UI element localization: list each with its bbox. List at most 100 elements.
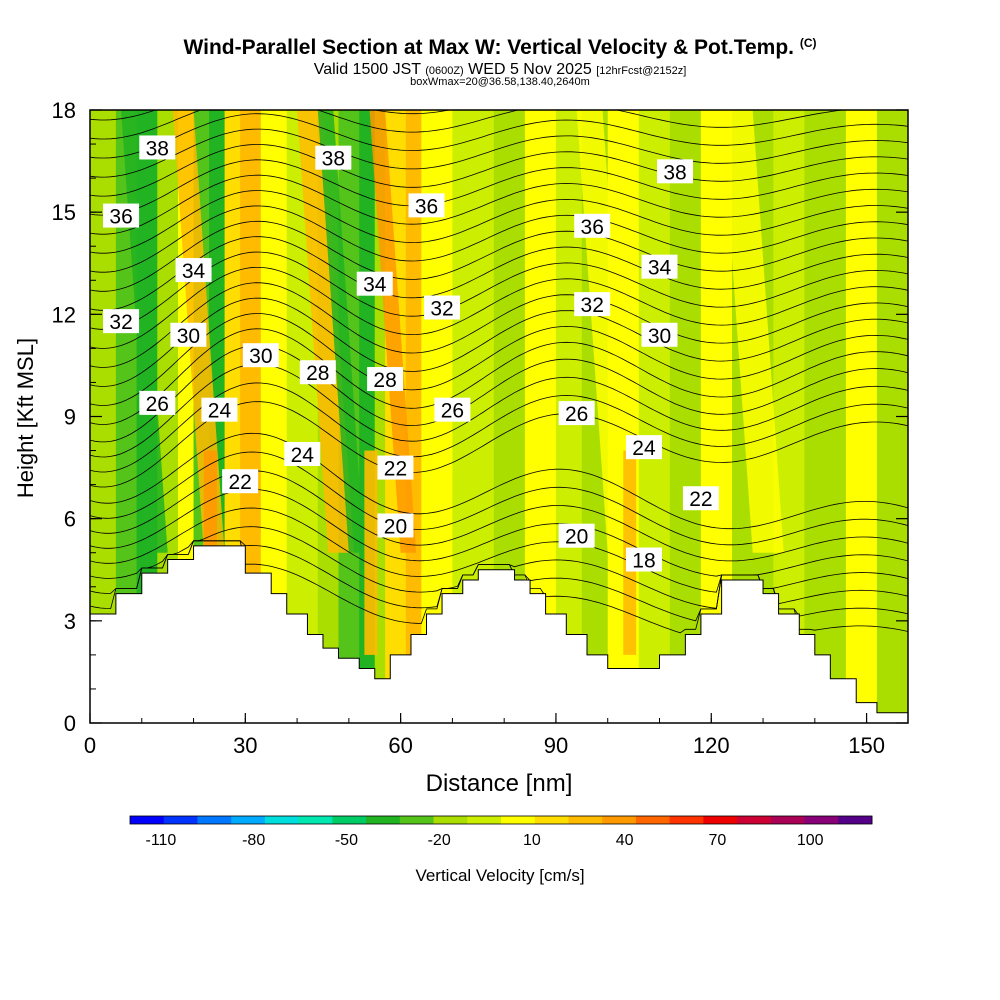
forecast-text: [12hrFcst@2152z]: [596, 65, 687, 77]
colorbar-tick-label: 10: [523, 832, 541, 849]
isentrope-label: 24: [284, 441, 321, 467]
isentrope-label-text: 30: [249, 345, 272, 368]
isentrope-label: 20: [377, 513, 414, 538]
isentrope-label-text: 20: [384, 515, 407, 538]
isentrope-label-box: [558, 401, 595, 426]
box-info: boxWmax=20@36.58,138.40,2640m: [410, 76, 590, 88]
valid-time: Valid 1500 JST (0600Z) WED 5 Nov 2025 [1…: [0, 61, 1000, 79]
colorbar-swatch: [130, 816, 165, 824]
isentrope-label-text: 34: [363, 274, 387, 297]
colorbar-swatch: [298, 816, 333, 824]
colorbar-swatch: [163, 816, 198, 824]
isentrope-line: [90, 345, 908, 443]
colorbar-swatch: [467, 816, 502, 824]
isentrope-line: [90, 220, 908, 292]
velocity-band: [669, 110, 702, 723]
isentrope-label-text: 18: [632, 550, 655, 573]
x-tick-label: 60: [388, 733, 412, 758]
y-tick-label: 18: [52, 98, 76, 123]
colorbar-swatch: [838, 816, 873, 824]
copyright-mark: (C): [799, 36, 817, 50]
isentrope-line: [90, 251, 908, 330]
isentrope-label: 34: [641, 254, 678, 280]
isentrope-label-box: [641, 322, 678, 347]
colorbar-tick-label: -50: [335, 832, 358, 849]
x-axis-label: Distance [nm]: [426, 770, 573, 797]
isentrope-label: 26: [434, 397, 471, 423]
isentrope-label: 34: [356, 271, 393, 297]
isentrope-label: 30: [242, 343, 279, 368]
y-axis-label: Height [Kft MSL]: [13, 338, 38, 498]
colorbar-swatch: [332, 816, 367, 824]
isentrope-label: 22: [222, 469, 259, 494]
y-tick-label: 6: [64, 507, 76, 532]
velocity-band: [374, 110, 386, 723]
isentrope-label-box: [367, 367, 404, 392]
x-tick-label: 90: [544, 733, 568, 758]
isentrope-label-box: [222, 469, 259, 494]
isentrope-label-box: [574, 213, 611, 238]
isentrope-line: [90, 113, 908, 159]
x-tick-label: 0: [84, 733, 96, 758]
isentrope-line: [90, 297, 908, 387]
velocity-band: [115, 110, 138, 723]
isentrope-label-text: 32: [109, 311, 132, 334]
isentrope-label-text: 38: [663, 161, 686, 184]
colorbar-swatch: [501, 816, 536, 824]
isentrope-label-box: [315, 145, 352, 170]
chart-title: Wind-Parallel Section at Max W: Vertical…: [0, 36, 1000, 60]
velocity-band: [845, 110, 878, 723]
velocity-band: [369, 110, 417, 553]
isentrope-label-box: [377, 513, 414, 538]
isentrope-label-text: 22: [689, 488, 712, 511]
isentrope-label-text: 28: [373, 369, 396, 392]
isentrope-label-box: [139, 390, 176, 415]
isentrope-label: 22: [682, 486, 719, 511]
x-tick-label: 30: [233, 733, 257, 758]
valid-main-text: Valid 1500 JST: [313, 61, 421, 78]
chart-title-text: Wind-Parallel Section at Max W: Vertical…: [183, 36, 794, 59]
isentrope-label-text: 24: [291, 444, 315, 467]
velocity-band: [638, 110, 671, 723]
colorbar-label: Vertical Velocity [cm/s]: [415, 866, 584, 885]
isentrope-label-box: [424, 295, 461, 320]
isentrope-label: 36: [103, 203, 140, 229]
colorbar-swatch: [602, 816, 637, 824]
colorbar-swatch: [399, 816, 434, 824]
isentrope-label-box: [657, 159, 694, 184]
isentrope-label-box: [558, 523, 595, 548]
isentrope-label: 26: [139, 390, 176, 416]
isentrope-label-text: 38: [146, 137, 169, 160]
colorbar: -110 -80 -50 -20 10 40 70 100: [129, 815, 873, 849]
velocity-band: [317, 110, 365, 553]
isentrope-label: 30: [170, 322, 207, 348]
isentrope-label-box: [408, 193, 445, 218]
isentrope-label-text: 38: [322, 148, 345, 171]
velocity-band: [721, 110, 784, 553]
isentrope-label-text: 28: [306, 362, 329, 385]
isentrope-line: [90, 68, 908, 101]
isentrope-label: 20: [558, 523, 595, 549]
isentrope-label: 22: [377, 455, 414, 481]
colorbar-swatch: [264, 816, 300, 824]
colorbar-swatch: [534, 816, 569, 824]
isentrope-label: 38: [315, 145, 352, 171]
isentrope-label-box: [641, 254, 678, 279]
isentrope-label: 32: [574, 292, 611, 317]
isentrope-label-box: [574, 292, 611, 317]
isentrope-line: [90, 205, 908, 273]
colorbar-swatch: [366, 816, 401, 824]
colorbar-tick-label: 40: [616, 832, 634, 849]
isentrope-line: [90, 190, 908, 254]
isentrope-label: 38: [139, 135, 176, 160]
valid-day-text: WED 5 Nov 2025: [468, 61, 592, 78]
isentrope-label-text: 26: [565, 403, 588, 426]
y-tick-label: 12: [52, 302, 76, 327]
isentrope-label: 36: [574, 213, 611, 239]
isentrope-line: [90, 382, 908, 473]
velocity-band: [804, 110, 847, 723]
isentrope-label-text: 22: [384, 458, 407, 481]
x-tick-label: 120: [693, 733, 730, 758]
isentrope-line: [90, 328, 908, 425]
colorbar-swatch: [804, 816, 839, 824]
